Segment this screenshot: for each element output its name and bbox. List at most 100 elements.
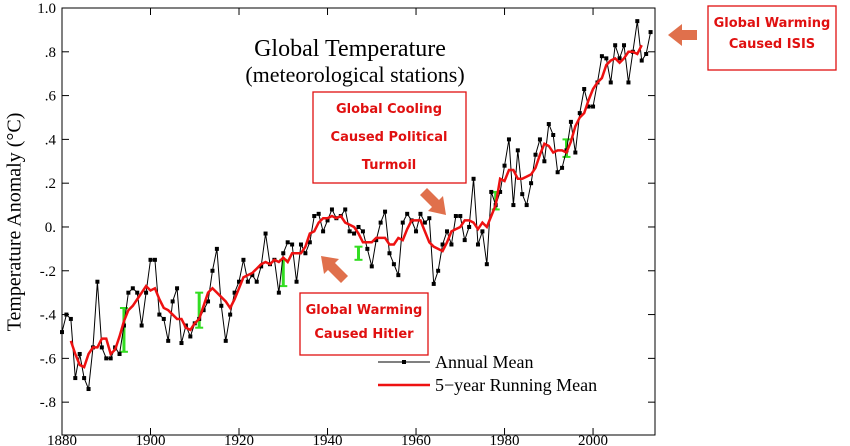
x-tick-label: 1940 [313, 433, 343, 446]
arrow [321, 256, 348, 283]
annotation-text: Turmoil [362, 158, 417, 173]
data-point [515, 148, 520, 153]
data-point [175, 286, 180, 291]
data-point [608, 80, 613, 85]
data-point [484, 262, 489, 267]
data-point [387, 251, 392, 256]
data-point [551, 133, 556, 138]
data-point [622, 43, 627, 48]
data-point [170, 299, 175, 304]
data-point [537, 137, 542, 142]
data-point [542, 159, 547, 164]
data-point [99, 345, 104, 350]
x-tick-label: 1980 [490, 433, 520, 446]
data-point [201, 308, 206, 313]
data-point [259, 264, 264, 269]
data-point [104, 356, 109, 361]
series-line [69, 44, 643, 369]
legend-marker [402, 360, 406, 364]
data-point [263, 231, 268, 236]
data-point [418, 211, 423, 216]
data-point [449, 242, 454, 247]
data-point [546, 122, 551, 127]
data-point [144, 290, 149, 295]
data-point [179, 341, 184, 346]
data-point [475, 242, 480, 247]
data-point [188, 334, 193, 339]
data-point [391, 262, 396, 267]
data-point [232, 290, 237, 295]
y-tick-label: 0. [45, 220, 56, 236]
annotation-text: Global Cooling [336, 102, 442, 117]
y-tick-label: 1.0 [37, 1, 56, 17]
y-tick-label: .4 [45, 132, 57, 148]
x-tick-label: 1920 [224, 433, 254, 446]
data-point [77, 351, 82, 356]
data-point [506, 137, 511, 142]
x-tick-label: 2000 [578, 433, 608, 446]
data-point [613, 43, 618, 48]
data-point [405, 211, 410, 216]
data-point [599, 54, 604, 59]
data-point [453, 214, 458, 219]
y-tick-label: -.2 [40, 264, 56, 280]
data-point [467, 224, 472, 229]
data-point [108, 356, 113, 361]
data-point [316, 211, 321, 216]
data-point [427, 216, 432, 221]
data-point [237, 279, 242, 284]
annotation-text: Caused Political [331, 130, 448, 145]
y-tick-label: -.4 [40, 308, 57, 324]
annotation-box [299, 292, 429, 356]
data-point [582, 87, 587, 92]
data-point [148, 257, 153, 262]
data-point [369, 264, 374, 269]
data-point [223, 338, 228, 343]
annotation-box [707, 5, 837, 71]
legend-label: 5−year Running Mean [435, 375, 597, 395]
data-point [533, 152, 538, 157]
annotation-text: Caused ISIS [729, 37, 815, 52]
data-point [414, 229, 419, 234]
data-point [498, 189, 503, 194]
data-point [60, 330, 64, 335]
data-point [489, 189, 494, 194]
data-point [626, 80, 631, 85]
arrow [420, 188, 446, 215]
y-axis-label: Temperature Anomaly (°C) [4, 113, 26, 332]
data-point [635, 19, 640, 24]
data-point [86, 387, 91, 392]
data-point [117, 351, 122, 356]
data-point [352, 231, 357, 236]
y-tick-label: .8 [45, 45, 56, 61]
data-point [139, 323, 144, 328]
data-point [210, 268, 215, 273]
data-point [591, 104, 596, 109]
data-point [480, 229, 485, 234]
data-point [440, 242, 445, 247]
chart-subtitle: (meteorological stations) [245, 62, 464, 87]
data-point [458, 214, 463, 219]
data-point [214, 246, 219, 251]
data-point [276, 290, 281, 295]
data-point [648, 30, 653, 35]
data-point [325, 218, 330, 223]
data-point [329, 207, 334, 212]
x-tick-label: 1960 [401, 433, 431, 446]
data-point [343, 207, 348, 212]
data-point [555, 170, 560, 175]
arrow [668, 24, 697, 46]
data-point [95, 279, 100, 284]
data-point [445, 229, 450, 234]
data-point [294, 279, 299, 284]
data-point [64, 312, 69, 317]
data-point [303, 251, 308, 256]
data-point [524, 203, 529, 208]
plot-frame [61, 7, 656, 436]
annotation-text: Global Warming [306, 303, 423, 318]
data-point [436, 268, 441, 273]
annotation-text: Global Warming [714, 16, 831, 31]
data-point [281, 251, 286, 256]
data-point [228, 312, 233, 317]
data-point [307, 240, 312, 245]
